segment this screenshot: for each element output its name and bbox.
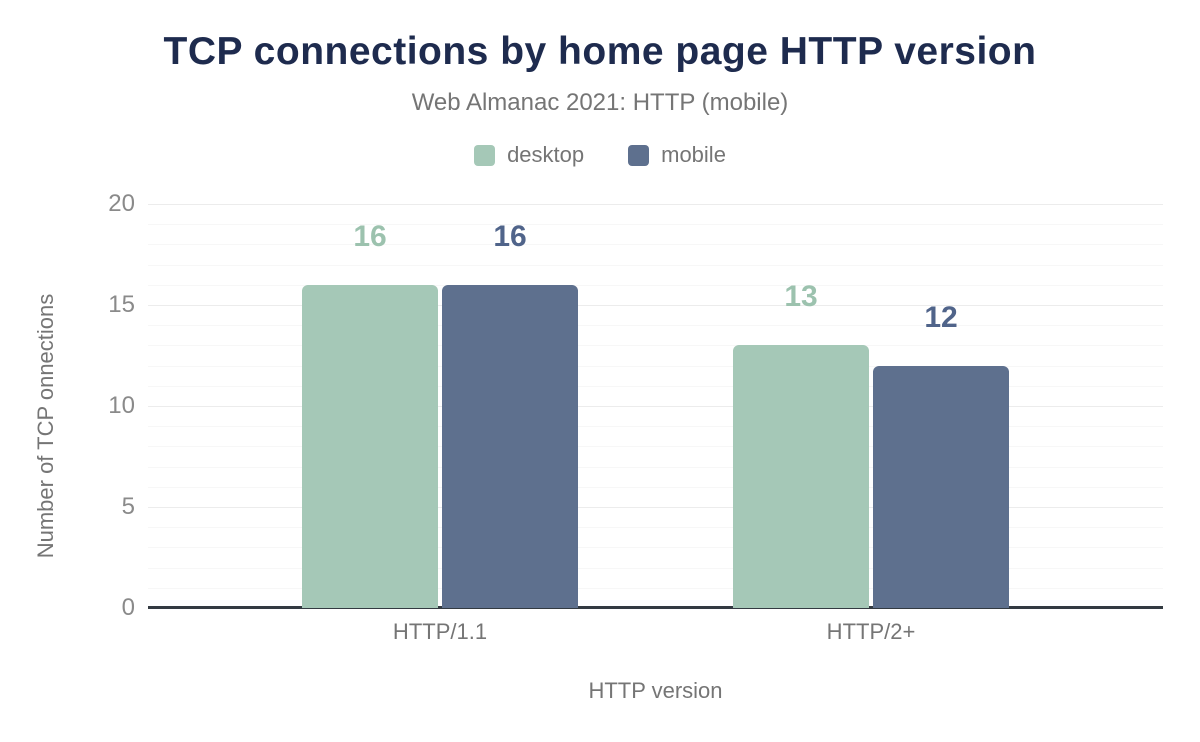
gridline-major [148, 305, 1163, 306]
gridline-minor [148, 486, 1163, 488]
x-tick-label: HTTP/1.1 [392, 619, 488, 644]
gridline-minor [148, 284, 1163, 286]
gridline-major [148, 507, 1163, 508]
y-axis-title: Number of TCP onnections [33, 293, 58, 559]
y-tick-label: 15 [108, 291, 135, 318]
x-axis-line [148, 606, 1163, 609]
gridline-minor [148, 547, 1163, 549]
bar-mobile-http11[interactable] [442, 284, 578, 608]
gridline-minor [148, 264, 1163, 266]
y-tick-label: 0 [121, 594, 135, 621]
gridline-minor [148, 567, 1163, 569]
gridline-minor [148, 345, 1163, 347]
legend-item-desktop[interactable]: desktop [474, 142, 584, 168]
legend-label: mobile [661, 142, 726, 167]
bar-value-label: 13 [784, 280, 818, 314]
y-tick-label: 10 [108, 392, 135, 419]
chart-title: TCP connections by home page HTTP versio… [163, 30, 1037, 73]
gridline-minor [148, 365, 1163, 367]
gridline-minor [148, 587, 1163, 589]
gridline-major [148, 406, 1163, 407]
gridline-minor [148, 426, 1163, 428]
bar-value-label: 16 [353, 219, 387, 253]
bar-value-label: 12 [924, 300, 958, 334]
gridline-minor [148, 466, 1163, 468]
legend-item-mobile[interactable]: mobile [628, 142, 726, 168]
legend-swatch-mobile [628, 144, 650, 166]
gridline-minor [148, 224, 1163, 226]
gridline-minor [148, 325, 1163, 327]
legend: desktop mobile [0, 142, 1200, 168]
legend-swatch-desktop [474, 144, 496, 166]
gridline-minor [148, 385, 1163, 387]
chart-subtitle: Web Almanac 2021: HTTP (mobile) [411, 89, 789, 116]
x-tick-label: HTTP/2+ [826, 619, 916, 644]
gridline-minor [148, 244, 1163, 246]
x-axis-title: HTTP version [588, 678, 723, 703]
gridline-minor [148, 527, 1163, 529]
plot-area: 0 5 10 15 20 16 16 HTTP/1.1 13 12 HTTP/2+ [108, 190, 1163, 644]
legend-label: desktop [507, 142, 585, 167]
y-tick-label: 20 [108, 190, 135, 217]
bar-desktop-http11[interactable] [302, 284, 438, 608]
bar-value-label: 16 [493, 219, 527, 253]
gridline-minor [148, 446, 1163, 448]
bar-desktop-http2[interactable] [733, 345, 869, 608]
y-tick-label: 5 [121, 493, 135, 520]
bar-mobile-http2[interactable] [873, 365, 1009, 608]
gridline-major [148, 204, 1163, 205]
